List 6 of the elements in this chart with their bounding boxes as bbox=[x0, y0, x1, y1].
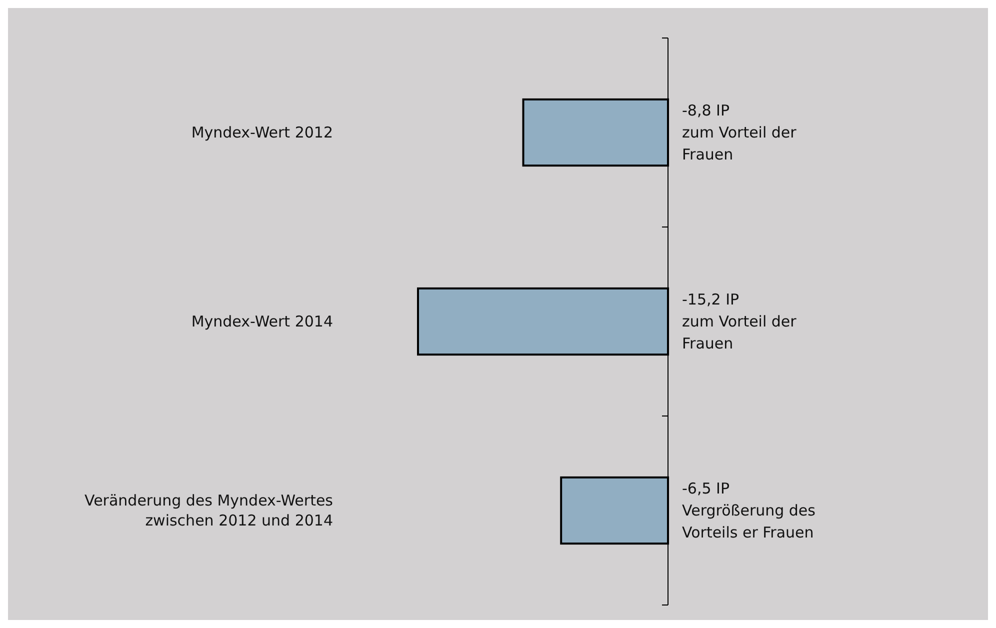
data-label: -6,5 IP Vergrößerung des Vorteils er Frauen bbox=[682, 480, 816, 542]
data-label: -15,2 IP zum Vorteil der Frauen bbox=[682, 290, 798, 352]
y-tick-label: Myndex-Wert 2014 bbox=[191, 312, 333, 330]
y-tick-label: Veränderung des Myndex-Wertes zwischen 2012 und 2014 bbox=[84, 492, 334, 530]
data-label: -8,8 IP zum Vorteil der Frauen bbox=[682, 102, 798, 164]
y-tick-label: Myndex-Wert 2012 bbox=[191, 124, 333, 142]
